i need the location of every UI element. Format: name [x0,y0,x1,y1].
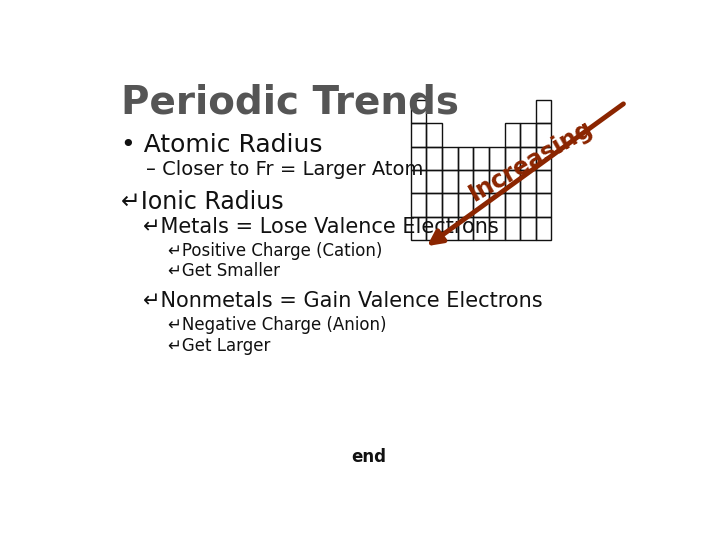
Bar [411,170,426,193]
Text: Periodic Trends: Periodic Trends [121,84,459,122]
Bar [426,170,442,193]
Bar [536,193,552,217]
Bar [489,147,505,170]
Text: • Atomic Radius: • Atomic Radius [121,133,322,157]
Bar [536,124,552,147]
Text: – Closer to Fr = Larger Atom: – Closer to Fr = Larger Atom [145,160,423,179]
Bar [489,217,505,240]
Bar [426,193,442,217]
Text: ↵Metals = Lose Valence Electrons: ↵Metals = Lose Valence Electrons [143,217,499,237]
Text: end: end [351,448,387,466]
Bar [505,193,521,217]
Bar [442,193,458,217]
Text: ↵Ionic Radius: ↵Ionic Radius [121,190,283,213]
Bar [536,100,552,124]
Bar [426,124,442,147]
Bar [505,124,521,147]
Text: ↵Get Larger: ↵Get Larger [168,337,271,355]
Bar [473,147,489,170]
FancyBboxPatch shape [81,58,657,487]
Bar [536,147,552,170]
Bar [521,147,536,170]
Bar [505,147,521,170]
Bar [473,170,489,193]
Bar [489,170,505,193]
Text: ↵Positive Charge (Cation): ↵Positive Charge (Cation) [168,241,382,260]
Bar [411,100,426,124]
Bar [458,170,473,193]
Bar [458,193,473,217]
Bar [521,124,536,147]
Bar [442,147,458,170]
Bar [411,217,426,240]
Bar [536,170,552,193]
Bar [458,217,473,240]
Bar [426,147,442,170]
Text: ↵Negative Charge (Anion): ↵Negative Charge (Anion) [168,316,387,334]
Bar [505,217,521,240]
Bar [521,217,536,240]
Bar [536,217,552,240]
Bar [489,193,505,217]
Bar [505,170,521,193]
Bar [411,147,426,170]
Bar [521,170,536,193]
Bar [473,193,489,217]
Text: ↵Nonmetals = Gain Valence Electrons: ↵Nonmetals = Gain Valence Electrons [143,292,543,312]
Text: ↵Get Smaller: ↵Get Smaller [168,262,280,280]
Bar [473,217,489,240]
Bar [458,147,473,170]
Bar [442,170,458,193]
Bar [411,124,426,147]
Bar [426,217,442,240]
Bar [442,217,458,240]
Text: Increasing: Increasing [464,115,597,206]
Bar [411,193,426,217]
Bar [521,193,536,217]
